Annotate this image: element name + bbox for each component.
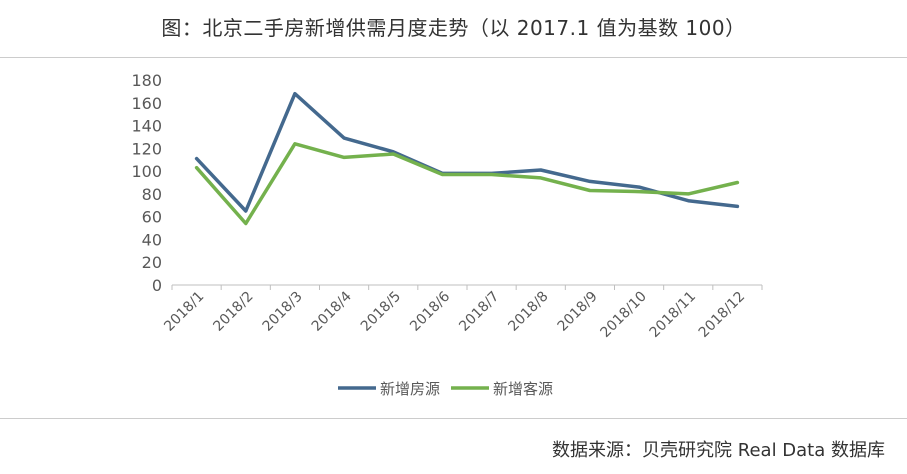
y-tick-label: 120 [131, 139, 162, 158]
x-tick-label: 2018/12 [696, 289, 748, 341]
source-note: 数据来源：贝壳研究院 Real Data 数据库 [552, 440, 885, 461]
y-tick-label: 0 [152, 276, 162, 295]
x-tick-label: 2018/8 [505, 289, 551, 335]
y-tick-label: 160 [131, 94, 162, 113]
y-tick-label: 100 [131, 162, 162, 181]
top-divider [0, 57, 907, 58]
y-tick-label: 80 [142, 185, 162, 204]
x-tick-label: 2018/11 [647, 289, 699, 341]
y-tick-label: 140 [131, 117, 162, 136]
chart-title: 图：北京二手房新增供需月度走势（以 2017.1 值为基数 100） [161, 16, 746, 40]
x-tick-label: 2018/6 [407, 288, 453, 334]
x-tick-label: 2018/2 [210, 289, 256, 335]
x-tick-label: 2018/4 [309, 288, 355, 334]
y-tick-label: 180 [131, 71, 162, 90]
x-tick-label: 2018/9 [555, 289, 601, 335]
y-tick-label: 40 [142, 230, 162, 249]
y-tick-label: 20 [142, 253, 162, 272]
x-tick-label: 2018/7 [456, 289, 502, 335]
x-tick-label: 2018/3 [260, 289, 306, 335]
x-tick-label: 2018/5 [358, 289, 404, 335]
legend-label: 新增客源 [493, 380, 553, 398]
legend: 新增房源 新增客源 [338, 380, 553, 398]
x-tick-label: 2018/1 [161, 289, 207, 335]
y-tick-label: 60 [142, 208, 162, 227]
series-lines [194, 91, 740, 226]
y-axis-ticks: 0 20 40 60 80 100 120 140 160 180 [131, 71, 162, 295]
bottom-divider [0, 418, 907, 419]
legend-label: 新增房源 [380, 380, 440, 398]
series-line-2 [194, 142, 740, 226]
x-axis: 2018/1 2018/2 2018/3 2018/4 2018/5 2018/6 2018… [161, 284, 763, 341]
x-tick-label: 2018/10 [597, 289, 649, 341]
